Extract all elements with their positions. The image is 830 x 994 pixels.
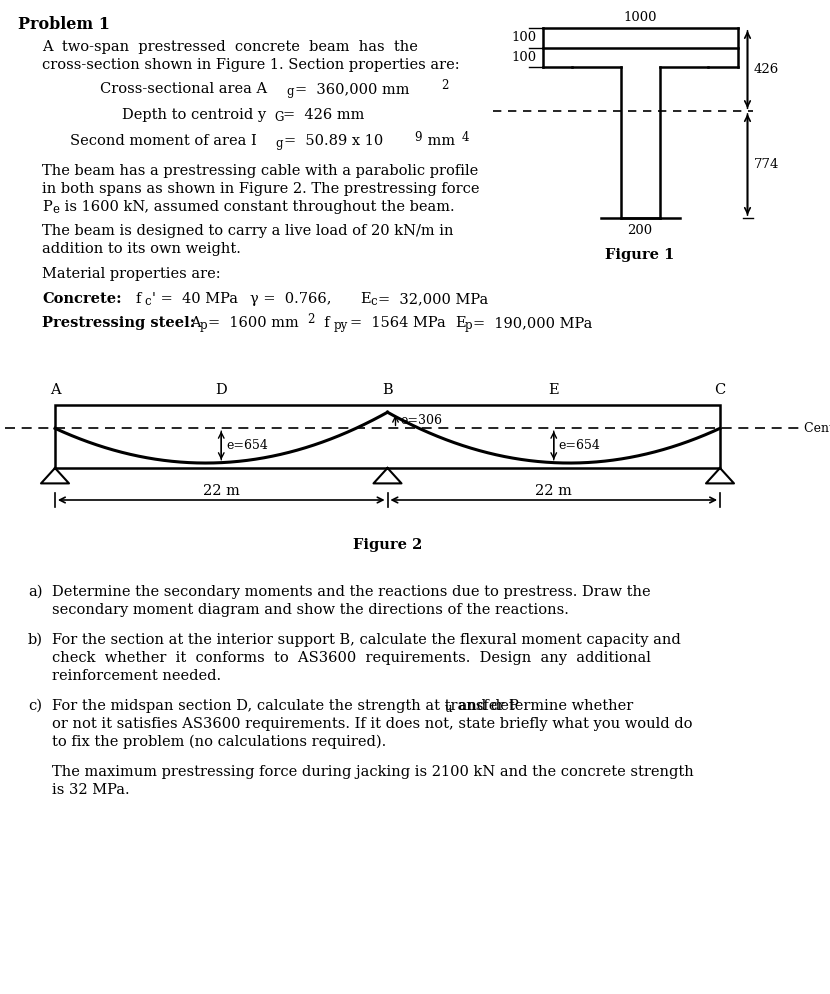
Text: f: f bbox=[315, 316, 330, 330]
Text: =  1600 mm: = 1600 mm bbox=[208, 316, 299, 330]
Text: =  190,000 MPa: = 190,000 MPa bbox=[473, 316, 593, 330]
Text: The maximum prestressing force during jacking is 2100 kN and the concrete streng: The maximum prestressing force during ja… bbox=[52, 765, 694, 779]
Text: cross-section shown in Figure 1. Section properties are:: cross-section shown in Figure 1. Section… bbox=[42, 58, 460, 72]
Text: The beam has a prestressing cable with a parabolic profile: The beam has a prestressing cable with a… bbox=[42, 164, 478, 178]
Text: G: G bbox=[274, 111, 283, 124]
Text: mm: mm bbox=[423, 134, 455, 148]
Text: e: e bbox=[52, 203, 59, 216]
Text: B: B bbox=[382, 383, 393, 397]
Text: 100: 100 bbox=[511, 31, 536, 45]
Text: 9: 9 bbox=[414, 131, 422, 144]
Text: p: p bbox=[200, 319, 208, 332]
Text: addition to its own weight.: addition to its own weight. bbox=[42, 242, 241, 256]
Text: 2: 2 bbox=[307, 313, 315, 326]
Text: Material properties are:: Material properties are: bbox=[42, 267, 221, 281]
Text: 4: 4 bbox=[462, 131, 470, 144]
Text: The beam is designed to carry a live load of 20 kN/m in: The beam is designed to carry a live loa… bbox=[42, 224, 453, 238]
Text: Problem 1: Problem 1 bbox=[18, 16, 110, 33]
Text: 2: 2 bbox=[441, 79, 448, 92]
Text: b): b) bbox=[28, 633, 43, 647]
Text: γ =  0.766,: γ = 0.766, bbox=[250, 292, 331, 306]
Text: is 32 MPa.: is 32 MPa. bbox=[52, 783, 129, 797]
Text: 426: 426 bbox=[754, 63, 779, 76]
Text: e=306: e=306 bbox=[401, 414, 442, 426]
Text: Prestressing steel:: Prestressing steel: bbox=[42, 316, 195, 330]
Text: A: A bbox=[190, 316, 201, 330]
Text: f: f bbox=[135, 292, 140, 306]
Text: c): c) bbox=[28, 699, 42, 713]
Text: D: D bbox=[215, 383, 227, 397]
Text: in both spans as shown in Figure 2. The prestressing force: in both spans as shown in Figure 2. The … bbox=[42, 182, 480, 196]
Text: Determine the secondary moments and the reactions due to prestress. Draw the: Determine the secondary moments and the … bbox=[52, 585, 651, 599]
Text: =  50.89 x 10: = 50.89 x 10 bbox=[284, 134, 383, 148]
Text: C: C bbox=[715, 383, 725, 397]
Text: e=654: e=654 bbox=[227, 439, 268, 452]
Text: 22 m: 22 m bbox=[535, 484, 572, 498]
Text: 22 m: 22 m bbox=[203, 484, 240, 498]
Text: For the midspan section D, calculate the strength at transfer P: For the midspan section D, calculate the… bbox=[52, 699, 519, 713]
Text: A  two-span  prestressed  concrete  beam  has  the: A two-span prestressed concrete beam has… bbox=[42, 40, 417, 54]
Text: and determine whether: and determine whether bbox=[454, 699, 633, 713]
Text: p: p bbox=[465, 319, 472, 332]
Text: Second moment of area I: Second moment of area I bbox=[70, 134, 256, 148]
Text: c: c bbox=[144, 295, 150, 308]
Text: u: u bbox=[445, 702, 452, 715]
Text: a): a) bbox=[28, 585, 42, 599]
Bar bbox=[55, 405, 720, 468]
Text: P: P bbox=[42, 200, 51, 214]
Text: =  32,000 MPa: = 32,000 MPa bbox=[378, 292, 488, 306]
Text: 774: 774 bbox=[754, 158, 779, 171]
Text: g: g bbox=[286, 85, 294, 98]
Text: e=654: e=654 bbox=[559, 439, 601, 452]
Text: A: A bbox=[50, 383, 61, 397]
Text: =  426 mm: = 426 mm bbox=[283, 108, 364, 122]
Text: Figure 1: Figure 1 bbox=[605, 248, 675, 262]
Text: =  360,000 mm: = 360,000 mm bbox=[295, 82, 409, 96]
Text: 200: 200 bbox=[627, 224, 652, 237]
Text: secondary moment diagram and show the directions of the reactions.: secondary moment diagram and show the di… bbox=[52, 603, 569, 617]
Text: Concrete:: Concrete: bbox=[42, 292, 122, 306]
Text: 100: 100 bbox=[511, 51, 536, 64]
Text: For the section at the interior support B, calculate the flexural moment capacit: For the section at the interior support … bbox=[52, 633, 681, 647]
Text: reinforcement needed.: reinforcement needed. bbox=[52, 669, 221, 683]
Text: ' =  40 MPa: ' = 40 MPa bbox=[152, 292, 238, 306]
Text: c: c bbox=[370, 295, 377, 308]
Text: E: E bbox=[360, 292, 371, 306]
Text: E: E bbox=[455, 316, 466, 330]
Text: 1000: 1000 bbox=[623, 11, 657, 24]
Text: Figure 2: Figure 2 bbox=[353, 538, 422, 552]
Text: or not it satisfies AS3600 requirements. If it does not, state briefly what you : or not it satisfies AS3600 requirements.… bbox=[52, 717, 692, 731]
Text: Depth to centroid y: Depth to centroid y bbox=[122, 108, 266, 122]
Text: E: E bbox=[549, 383, 559, 397]
Text: py: py bbox=[334, 319, 349, 332]
Text: Cross-sectional area A: Cross-sectional area A bbox=[100, 82, 267, 96]
Text: to fix the problem (no calculations required).: to fix the problem (no calculations requ… bbox=[52, 735, 386, 749]
Text: =  1564 MPa: = 1564 MPa bbox=[350, 316, 446, 330]
Text: Centroidal axis: Centroidal axis bbox=[804, 421, 830, 434]
Text: g: g bbox=[275, 137, 282, 150]
Text: check  whether  it  conforms  to  AS3600  requirements.  Design  any  additional: check whether it conforms to AS3600 requ… bbox=[52, 651, 651, 665]
Text: is 1600 kN, assumed constant throughout the beam.: is 1600 kN, assumed constant throughout … bbox=[60, 200, 455, 214]
